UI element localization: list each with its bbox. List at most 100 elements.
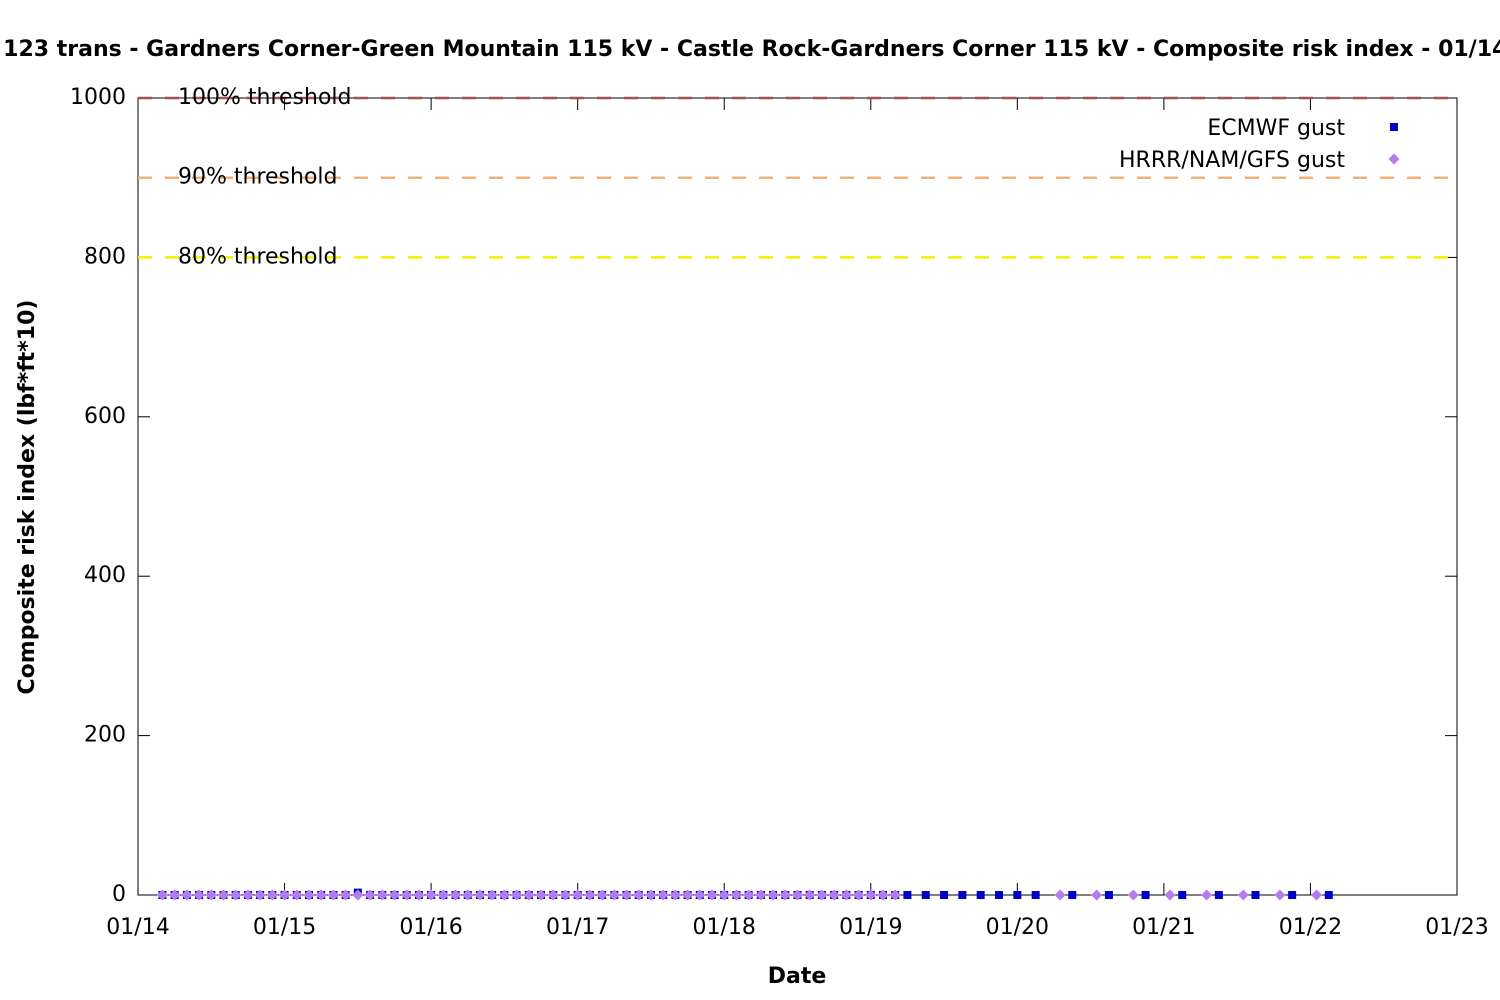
data-point — [682, 889, 694, 901]
data-point — [437, 889, 449, 901]
x-tick-label: 01/14 — [106, 915, 169, 940]
data-point — [921, 891, 930, 899]
data-point — [572, 889, 584, 901]
data-point — [976, 891, 985, 899]
data-point — [376, 889, 388, 901]
data-point — [181, 889, 193, 901]
data-point — [840, 889, 852, 901]
data-point — [1274, 889, 1286, 901]
data-point — [584, 889, 596, 901]
x-axis-label: Date — [768, 964, 827, 989]
data-point — [1178, 891, 1187, 899]
data-point — [230, 889, 242, 901]
data-point — [1164, 889, 1176, 901]
data-point — [1201, 889, 1213, 901]
legend-label: HRRR/NAM/GFS gust — [1119, 148, 1345, 173]
y-tick-label: 800 — [84, 244, 126, 269]
data-point — [1054, 889, 1066, 901]
x-tick-label: 01/21 — [1132, 915, 1195, 940]
data-point — [352, 889, 364, 901]
threshold-label: 100% threshold — [178, 85, 352, 110]
data-point — [1031, 891, 1040, 899]
data-point — [254, 889, 266, 901]
y-tick-label: 0 — [112, 882, 126, 907]
data-point — [511, 889, 523, 901]
data-point — [364, 889, 376, 901]
data-point — [706, 889, 718, 901]
data-point — [266, 889, 278, 901]
data-point — [779, 889, 791, 901]
data-point — [889, 889, 901, 901]
data-point — [242, 889, 254, 901]
legend-marker — [1388, 153, 1400, 165]
data-point — [828, 889, 840, 901]
data-point — [291, 889, 303, 901]
data-point — [718, 889, 730, 901]
data-point — [657, 889, 669, 901]
data-point — [995, 891, 1004, 899]
data-point — [694, 889, 706, 901]
x-tick-label: 01/19 — [839, 915, 902, 940]
y-axis-label: Composite risk index (lbf*ft*10) — [15, 300, 40, 695]
data-point — [486, 889, 498, 901]
x-tick-label: 01/20 — [986, 915, 1049, 940]
data-point — [596, 889, 608, 901]
y-tick-label: 200 — [84, 723, 126, 748]
data-point — [669, 889, 681, 901]
data-point — [205, 889, 217, 901]
x-tick-label: 01/15 — [253, 915, 316, 940]
x-tick-label: 01/17 — [546, 915, 609, 940]
data-point — [156, 889, 168, 901]
data-point — [1311, 889, 1323, 901]
data-point — [743, 889, 755, 901]
data-point — [1288, 891, 1297, 899]
data-point — [755, 889, 767, 901]
data-point — [1324, 891, 1333, 899]
data-point — [1237, 889, 1249, 901]
x-tick-label: 01/22 — [1279, 915, 1342, 940]
data-point — [608, 889, 620, 901]
data-point — [535, 889, 547, 901]
data-point — [1251, 891, 1260, 899]
data-point — [767, 889, 779, 901]
data-point — [193, 889, 205, 901]
data-point — [621, 889, 633, 901]
data-point — [388, 889, 400, 901]
data-point — [425, 889, 437, 901]
data-point — [303, 889, 315, 901]
data-point — [547, 889, 559, 901]
data-point — [940, 891, 949, 899]
data-point — [413, 889, 425, 901]
x-tick-label: 01/18 — [693, 915, 756, 940]
chart-title: FID 123 trans - Gardners Corner-Green Mo… — [0, 37, 1500, 62]
data-point — [804, 889, 816, 901]
data-point — [401, 889, 413, 901]
data-point — [315, 889, 327, 901]
data-point — [1013, 891, 1022, 899]
data-point — [498, 889, 510, 901]
data-point — [792, 889, 803, 901]
data-point — [523, 889, 535, 901]
data-point — [1141, 891, 1150, 899]
legend-marker — [1390, 123, 1398, 131]
data-point — [865, 889, 877, 901]
data-point — [327, 889, 339, 901]
data-point — [1127, 889, 1139, 901]
legend-label: ECMWF gust — [1207, 116, 1345, 141]
data-point — [1068, 891, 1077, 899]
x-tick-label: 01/16 — [399, 915, 462, 940]
data-point — [217, 889, 229, 901]
data-point — [450, 889, 462, 901]
x-tick-label: 01/23 — [1425, 915, 1488, 940]
y-tick-label: 400 — [84, 563, 126, 588]
data-point — [1214, 891, 1223, 899]
data-point — [462, 889, 474, 901]
data-point — [730, 889, 742, 901]
data-point — [645, 889, 657, 901]
y-tick-label: 600 — [84, 404, 126, 429]
data-point — [903, 891, 912, 899]
data-point — [340, 889, 352, 901]
data-point — [633, 889, 645, 901]
